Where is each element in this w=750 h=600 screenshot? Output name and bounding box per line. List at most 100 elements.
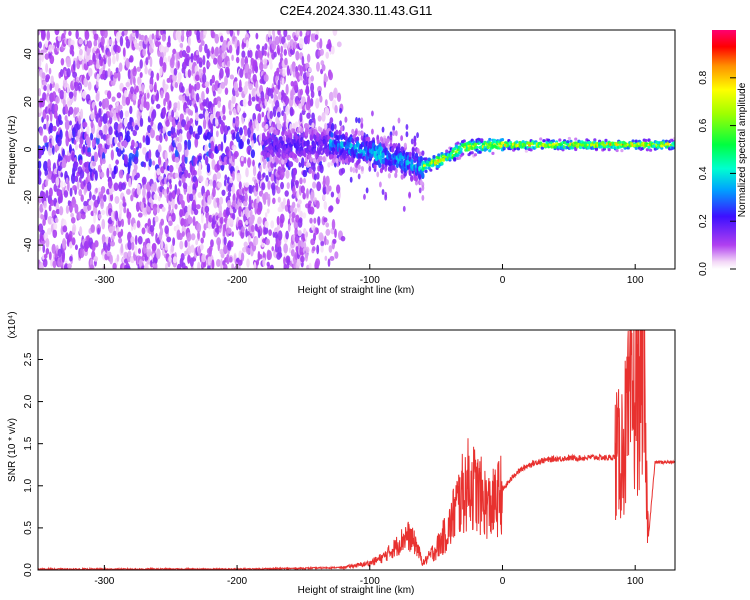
spectrogram-cell	[355, 167, 358, 174]
spectrogram-cell	[48, 187, 53, 198]
spectrogram-cell	[248, 195, 252, 205]
spectrogram-cell	[166, 41, 171, 48]
spectrogram-cell	[291, 201, 296, 209]
spectrogram-cell	[174, 156, 180, 163]
spectrogram-cell	[180, 86, 185, 93]
spectrogram-cell	[201, 253, 207, 263]
spectrogram-cell	[135, 30, 139, 39]
spectrogram-cell	[130, 236, 135, 245]
spectrogram-cell	[238, 188, 243, 195]
spectrogram-cell	[312, 165, 316, 172]
spectrogram-cell	[78, 115, 82, 125]
spectrogram-cell	[262, 257, 266, 267]
spectrogram-cell	[131, 30, 136, 34]
spectrogram-cell	[332, 30, 338, 37]
spectrogram-cell	[200, 213, 204, 224]
spectrogram-cell	[89, 264, 95, 269]
spectrogram-cell	[98, 119, 103, 128]
spectrogram-cell	[137, 212, 143, 218]
spectrogram-cell	[118, 213, 122, 222]
spectrogram-cell	[306, 141, 310, 147]
spectrogram-cell	[265, 123, 269, 130]
spectrogram-cell	[261, 111, 265, 118]
spectrogram-cell	[267, 180, 271, 190]
spectrogram-cell	[80, 194, 84, 202]
spectrogram-cell	[43, 200, 47, 209]
spectrogram-cell	[78, 188, 83, 197]
spectrogram-cell	[157, 195, 161, 202]
spectrogram-cell	[60, 172, 64, 178]
spectrogram-cell	[104, 246, 108, 254]
spectrogram-cell	[129, 105, 133, 115]
spectrogram-cell	[71, 237, 76, 246]
spectrogram-cell	[360, 130, 364, 137]
spectrogram-cell	[51, 145, 55, 155]
spectrogram-cell	[94, 105, 97, 116]
spectrogram-cell	[146, 136, 151, 146]
spectrogram-cell	[180, 253, 185, 261]
spectrogram-cell	[226, 200, 232, 209]
spectrogram-cell	[257, 113, 262, 123]
spectrogram-cell	[124, 89, 128, 98]
spectrogram-cell	[245, 228, 248, 238]
spectrogram-cell	[299, 210, 303, 218]
spectrogram-cell	[226, 253, 230, 265]
spectrogram-cell	[456, 141, 460, 145]
spectrogram-cell	[400, 174, 404, 180]
spectrogram-cell	[271, 40, 277, 51]
spectrogram-cell	[488, 149, 492, 153]
spectrogram-cell	[318, 90, 322, 97]
spectrogram-cell	[56, 136, 62, 147]
spectrogram-cell	[86, 125, 90, 135]
spectrogram-cell	[363, 193, 366, 200]
spectrogram-cell	[122, 196, 126, 204]
spectrogram-cell	[283, 42, 288, 49]
spectrogram-cell	[295, 70, 299, 79]
spectrogram-cell	[106, 242, 111, 252]
spectrogram-cell	[310, 82, 315, 93]
spectrogram-cell	[311, 246, 316, 252]
spectrogram-cell	[72, 60, 76, 71]
spectrogram-cell	[65, 205, 70, 214]
spectrogram-cell	[242, 98, 247, 108]
spectrogram-cell	[226, 30, 231, 35]
spectrogram-cell	[170, 244, 175, 253]
spectrogram-cell	[357, 173, 361, 180]
spectrogram-cell	[95, 93, 100, 102]
spectrogram-cell	[192, 169, 197, 176]
snr-y-scale-label: (x10⁴)	[7, 311, 18, 338]
spectrogram-cell	[545, 140, 549, 145]
spectrogram-cell	[285, 230, 289, 240]
spectrogram-cell	[325, 51, 330, 59]
spectrogram-cell	[223, 263, 228, 269]
spectrogram-cell	[258, 97, 262, 105]
spectrogram-cell	[340, 125, 344, 132]
spectrogram-cell	[110, 149, 114, 161]
spectrogram-cell	[147, 218, 152, 228]
spectrogram-cell	[566, 140, 570, 144]
spectrogram-cell	[174, 183, 178, 195]
spectrogram-cell	[272, 106, 277, 118]
spectrogram-cell	[190, 110, 194, 116]
spectrogram-cell	[194, 180, 198, 189]
spectrogram-cell	[325, 222, 330, 228]
spectrogram-cell	[197, 261, 201, 269]
spectrogram-cell	[145, 101, 150, 111]
spectrogram-cell	[265, 175, 269, 182]
spectrogram-cell	[49, 54, 55, 65]
spectrogram-cell	[349, 166, 353, 173]
spectrogram-cell	[219, 68, 224, 79]
spectrogram-cell	[247, 99, 252, 107]
spectrogram-cell	[320, 245, 324, 253]
spectrogram-cell	[299, 88, 303, 96]
spectrogram-cell	[126, 208, 130, 218]
spectrogram-cell	[281, 130, 285, 137]
spectrogram-cell	[177, 60, 180, 69]
spectrogram-cell	[542, 139, 546, 143]
spectrogram-cell	[276, 186, 281, 194]
spectrogram-cell	[386, 138, 390, 144]
spectrogram-cell	[264, 212, 268, 218]
spectrogram-cell	[317, 85, 322, 93]
spectrogram-cell	[236, 30, 240, 36]
spectrogram-cell	[306, 112, 311, 119]
